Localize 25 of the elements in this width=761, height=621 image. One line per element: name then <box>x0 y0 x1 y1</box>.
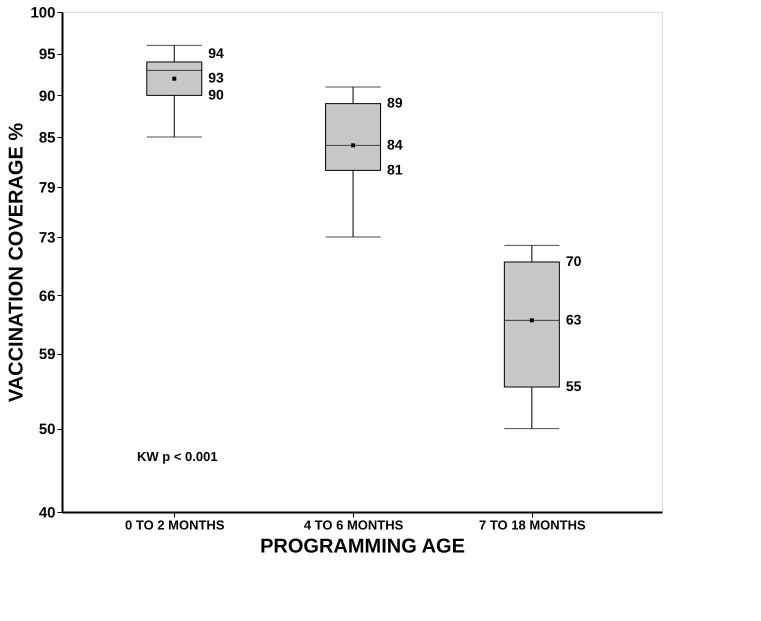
y-tick-label: 66 <box>38 288 56 305</box>
y-axis-title: VACCINATION COVERAGE % <box>5 122 28 402</box>
y-tick-label: 90 <box>38 88 56 105</box>
x-axis-title: PROGRAMMING AGE <box>260 536 465 558</box>
x-tick-label: 0 TO 2 MONTHS <box>125 518 225 532</box>
annotation: 55 <box>566 378 582 394</box>
annotation: 93 <box>208 69 224 86</box>
annotation: 84 <box>387 136 403 152</box>
y-tick-label: 73 <box>38 230 56 246</box>
y-tick-label: 79 <box>38 180 56 196</box>
annotation: 63 <box>566 311 582 328</box>
annotation: 89 <box>387 94 403 111</box>
y-tick-label: 85 <box>38 130 56 146</box>
annotation: 81 <box>387 161 403 178</box>
annotation: KW p < 0.001 <box>137 449 218 464</box>
y-tick-label: 95 <box>38 46 56 64</box>
y-tick-label: 40 <box>38 504 56 522</box>
annotation: 70 <box>566 253 582 269</box>
y-tick-label: 50 <box>38 421 56 438</box>
x-tick-label: 4 TO 6 MONTHS <box>304 518 404 532</box>
annotation: 90 <box>208 86 224 102</box>
x-tick-label: 7 TO 18 MONTHS <box>479 518 586 532</box>
y-tick-label: 59 <box>38 346 56 364</box>
annotation: 94 <box>208 45 224 61</box>
y-tick-label: 100 <box>30 4 56 22</box>
